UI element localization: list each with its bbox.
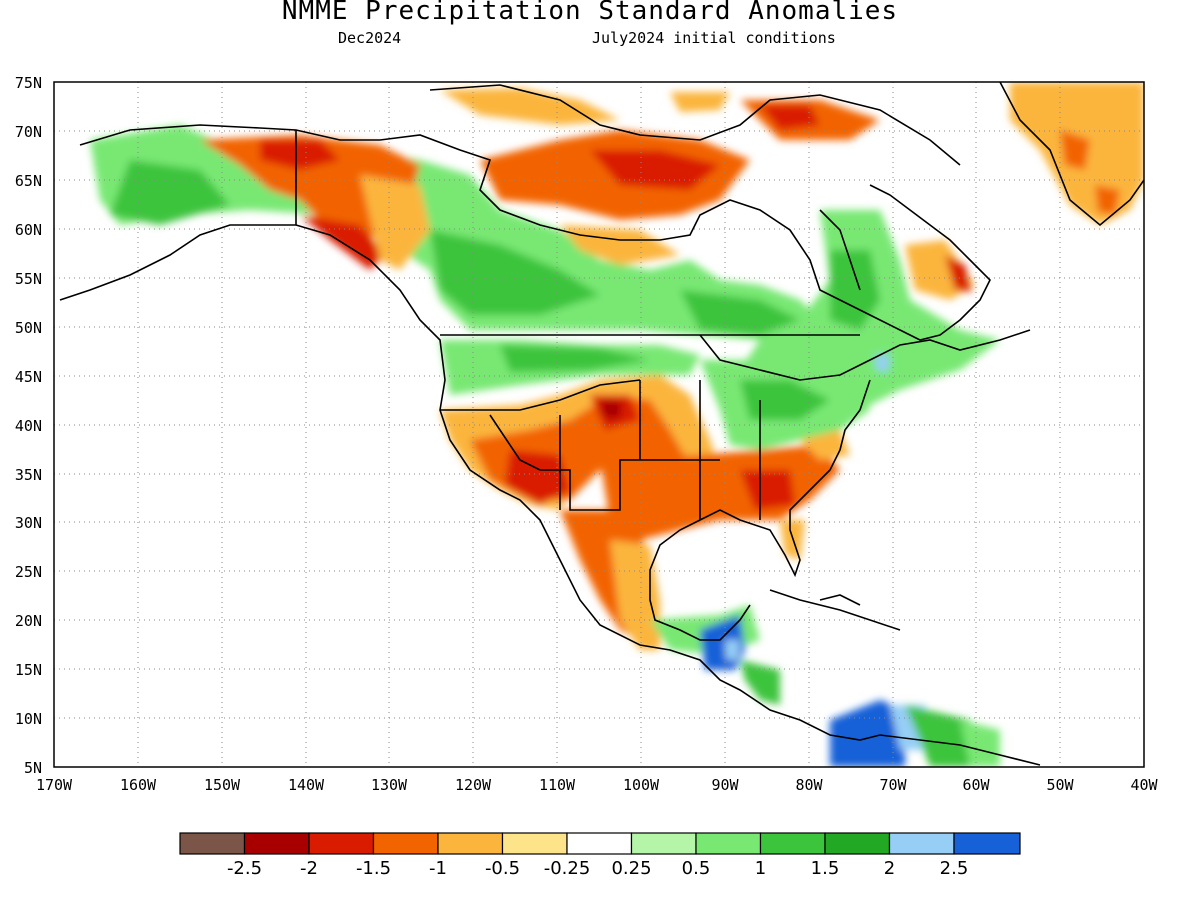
colorbar-label: 2	[884, 858, 895, 879]
colorbar-swatch	[179, 832, 246, 855]
map-panel	[54, 82, 1144, 767]
colorbar-swatch	[888, 832, 955, 855]
colorbar-label: 1.5	[811, 858, 840, 879]
anomaly-field	[90, 82, 1144, 767]
lat-label: 45N	[15, 368, 42, 386]
colorbar-swatch	[501, 832, 568, 855]
lat-label: 50N	[15, 319, 42, 337]
colorbar-label: 1	[755, 858, 766, 879]
lat-label: 55N	[15, 270, 42, 288]
lat-label: 20N	[15, 612, 42, 630]
lat-label: 65N	[15, 172, 42, 190]
colorbar-swatch	[566, 832, 633, 855]
colorbar-label: -0.25	[544, 858, 591, 879]
colorbar: -2.5 -2 -1.5 -1 -0.5 -0.25 0.25 0.5 1 1.…	[179, 832, 1021, 879]
lon-label: 110W	[539, 776, 576, 794]
colorbar-swatch	[630, 832, 697, 855]
colorbar-swatch	[308, 832, 375, 855]
colorbar-swatch	[759, 832, 826, 855]
lon-label: 60W	[962, 776, 990, 794]
lon-label: 150W	[204, 776, 241, 794]
colorbar-swatch	[372, 832, 439, 855]
lon-label: 70W	[879, 776, 907, 794]
lat-label: 75N	[15, 74, 42, 92]
lon-label: 170W	[36, 776, 73, 794]
map-title: NMME Precipitation Standard Anomalies	[281, 0, 899, 26]
lon-label: 120W	[455, 776, 492, 794]
lon-label: 100W	[623, 776, 660, 794]
colorbar-label: 2.5	[940, 858, 969, 879]
graticule	[54, 82, 1144, 767]
colorbar-label: -1	[429, 858, 447, 879]
lon-label: 130W	[371, 776, 408, 794]
lon-label: 160W	[120, 776, 157, 794]
colorbar-label: 0.25	[611, 858, 651, 879]
colorbar-label: -1.5	[356, 858, 391, 879]
lon-label: 80W	[795, 776, 823, 794]
colorbar-swatch	[953, 832, 1021, 855]
colorbar-label: -0.5	[485, 858, 520, 879]
init-conditions-label: July2024 initial conditions	[592, 29, 836, 47]
lat-label: 15N	[15, 661, 42, 679]
colorbar-label: 0.5	[682, 858, 711, 879]
colorbar-swatch	[695, 832, 762, 855]
lat-label: 25N	[15, 563, 42, 581]
lat-label: 10N	[15, 710, 42, 728]
colorbar-label: -2.5	[227, 858, 262, 879]
alaska-coast	[59, 224, 1041, 766]
valid-month-label: Dec2024	[338, 29, 402, 47]
colorbar-swatch	[824, 832, 891, 855]
lat-label: 30N	[15, 514, 42, 532]
lat-label: 70N	[15, 123, 42, 141]
lat-label: 40N	[15, 417, 42, 435]
lon-label: 50W	[1046, 776, 1074, 794]
lat-label: 35N	[15, 466, 42, 484]
coastlines	[59, 82, 1144, 766]
lat-label: 5N	[24, 759, 42, 777]
lon-label: 40W	[1130, 776, 1158, 794]
colorbar-label: -2	[300, 858, 318, 879]
lon-label: 90W	[711, 776, 739, 794]
lat-label: 60N	[15, 221, 42, 239]
region-colombia	[830, 700, 905, 767]
colorbar-swatch	[243, 832, 310, 855]
region-us-south	[600, 445, 840, 540]
lon-label: 140W	[288, 776, 325, 794]
map-frame	[53, 81, 1145, 768]
region-yukon-bc	[200, 135, 420, 240]
colorbar-swatch	[437, 832, 504, 855]
